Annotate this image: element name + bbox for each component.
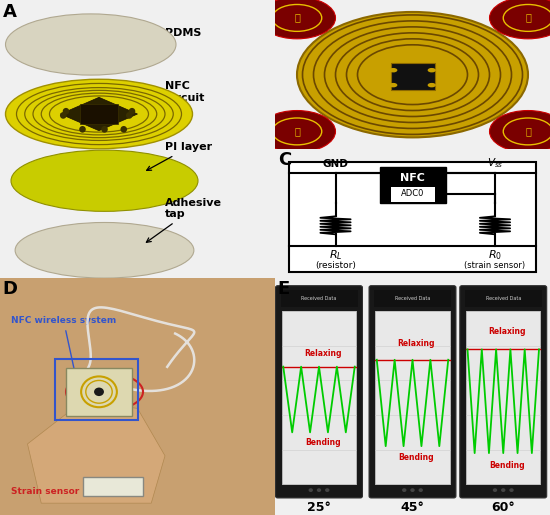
Text: (strain sensor): (strain sensor) [464,261,526,270]
Text: Relaxing: Relaxing [304,349,342,357]
Text: C: C [278,151,291,168]
Text: $R_0$: $R_0$ [488,248,502,262]
Text: PI layer: PI layer [147,142,212,170]
Text: ADC0: ADC0 [401,190,424,198]
FancyBboxPatch shape [375,312,450,484]
FancyBboxPatch shape [369,286,456,498]
FancyBboxPatch shape [460,286,547,498]
Circle shape [317,488,321,492]
FancyBboxPatch shape [280,290,358,306]
Text: NFC: NFC [400,173,425,183]
Text: $R_L$: $R_L$ [329,248,342,262]
Circle shape [325,488,329,492]
Text: 25°: 25° [307,501,331,514]
Text: (resistor): (resistor) [315,261,356,270]
Text: Bending: Bending [398,453,434,462]
Text: D: D [3,281,18,299]
Circle shape [428,83,436,88]
Circle shape [101,126,108,133]
FancyBboxPatch shape [66,368,132,416]
Ellipse shape [6,14,176,75]
Ellipse shape [15,222,194,278]
Text: B: B [280,5,294,23]
Circle shape [389,68,397,73]
Text: Relaxing: Relaxing [398,339,435,348]
Circle shape [509,488,514,492]
FancyBboxPatch shape [390,63,435,90]
Text: Received Data: Received Data [486,296,521,301]
FancyBboxPatch shape [0,278,275,515]
Circle shape [126,112,133,119]
Circle shape [309,488,313,492]
FancyBboxPatch shape [289,162,536,272]
Circle shape [419,488,423,492]
Text: 华: 华 [525,127,531,136]
Circle shape [258,111,336,152]
Circle shape [120,126,127,133]
Circle shape [493,488,497,492]
Ellipse shape [11,150,198,211]
FancyBboxPatch shape [276,286,362,498]
FancyBboxPatch shape [282,312,356,484]
Text: E: E [278,281,290,299]
Text: Received Data: Received Data [301,296,337,301]
Text: A: A [3,3,16,21]
Circle shape [490,0,550,39]
Circle shape [501,488,505,492]
Circle shape [60,112,67,119]
Text: GND: GND [322,159,349,168]
Text: Bending: Bending [305,438,340,447]
Circle shape [389,83,397,88]
Text: 45°: 45° [400,501,425,514]
Polygon shape [60,97,138,131]
Text: Bending: Bending [489,461,525,470]
Text: $V_{ss}$: $V_{ss}$ [487,157,503,170]
Circle shape [490,111,550,152]
Circle shape [258,0,336,39]
FancyBboxPatch shape [466,312,540,484]
FancyBboxPatch shape [390,187,435,202]
Polygon shape [28,401,165,503]
Text: Relaxing: Relaxing [488,327,526,336]
Text: 华: 华 [294,13,300,23]
Circle shape [428,68,436,73]
FancyBboxPatch shape [80,105,118,124]
FancyBboxPatch shape [465,290,542,306]
Text: Strain sensor: Strain sensor [11,487,108,496]
Text: 华: 华 [294,127,300,136]
Text: NFC wireless system: NFC wireless system [11,316,116,378]
Text: Received Data: Received Data [395,296,430,301]
Circle shape [79,126,86,133]
Text: Adhesive
tap: Adhesive tap [146,198,222,242]
FancyBboxPatch shape [379,167,446,203]
Text: NFC
circuit: NFC circuit [147,81,205,107]
Text: 华: 华 [525,13,531,23]
Text: PDMS: PDMS [147,28,201,42]
Ellipse shape [6,79,192,149]
Circle shape [410,488,415,492]
Circle shape [63,108,69,114]
Circle shape [129,108,135,114]
FancyBboxPatch shape [82,477,143,496]
Circle shape [402,488,406,492]
Circle shape [94,388,104,396]
Circle shape [297,12,528,138]
Text: 60°: 60° [491,501,515,514]
FancyBboxPatch shape [374,290,451,306]
